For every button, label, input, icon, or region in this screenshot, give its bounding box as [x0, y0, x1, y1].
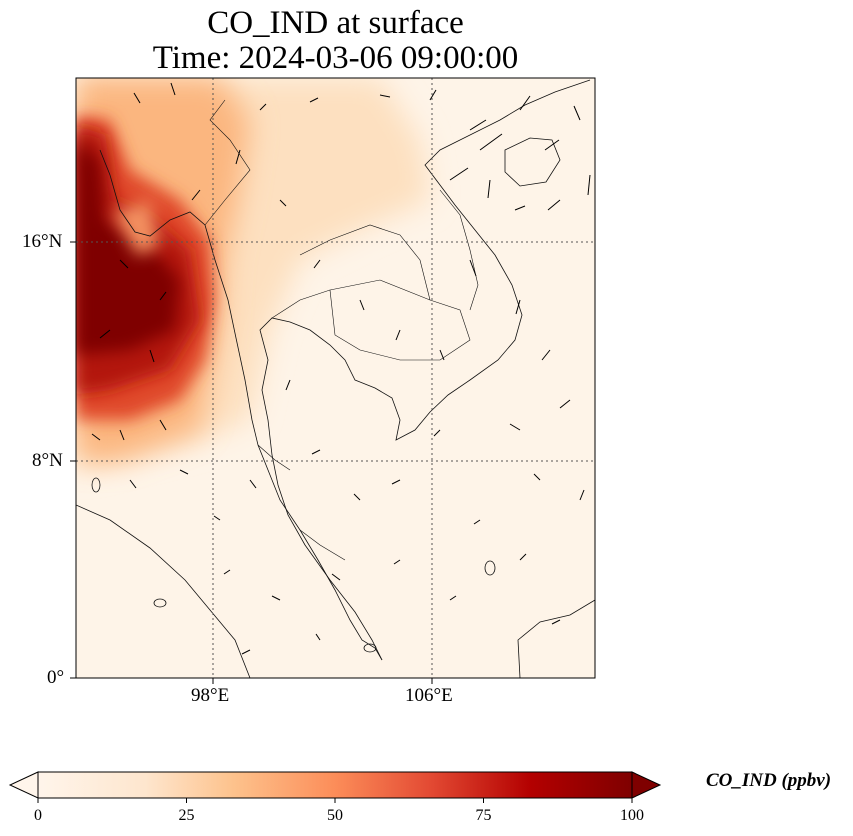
colorbar	[8, 771, 662, 803]
lat-tick-0: 0°	[47, 667, 65, 688]
colorbar-tick-25: 25	[178, 807, 195, 824]
map-title-line-1: CO_IND at surface	[207, 5, 464, 41]
colorbar-tick-100: 100	[620, 807, 644, 824]
colorbar-tick-0: 0	[34, 807, 42, 824]
colorbar-extend-min	[8, 771, 39, 799]
colorbar-extend-max	[631, 771, 662, 799]
map-frame	[75, 77, 596, 679]
colorbar-tick-marks	[37, 798, 633, 803]
lat-tick-8n: 8°N	[32, 450, 63, 471]
lon-tick-98e: 98°E	[191, 685, 230, 706]
colorbar-tick-75: 75	[475, 807, 492, 824]
map-title-line-2: Time: 2024-03-06 09:00:00	[152, 40, 519, 76]
colorbar-tick-50: 50	[327, 807, 343, 824]
colorbar-label: CO_IND (ppbv)	[706, 770, 832, 791]
co-concentration-field	[76, 78, 430, 470]
wind-vectors	[91, 82, 591, 655]
map-gridlines	[76, 78, 595, 678]
coastlines	[76, 79, 595, 678]
lat-tick-16n: 16°N	[22, 231, 63, 252]
lon-tick-106e: 106°E	[405, 685, 453, 706]
map-panel	[76, 78, 595, 678]
colorbar-gradient	[37, 771, 633, 799]
axis-tick-marks	[70, 241, 433, 684]
